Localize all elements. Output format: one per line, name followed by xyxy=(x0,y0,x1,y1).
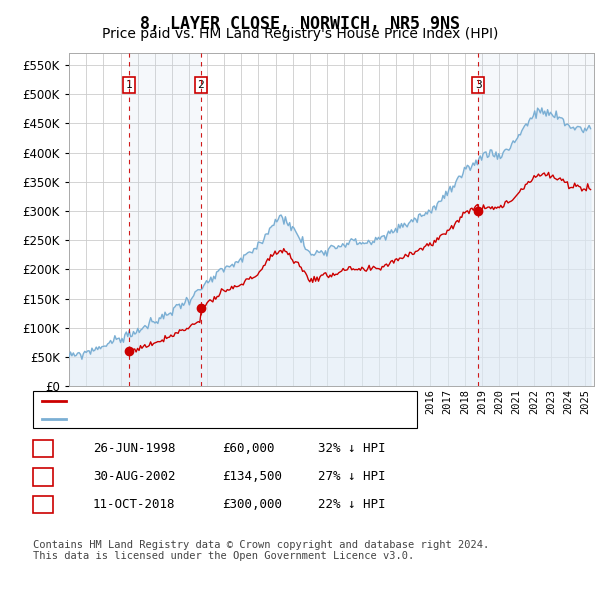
Text: 2: 2 xyxy=(197,80,204,90)
Text: 32% ↓ HPI: 32% ↓ HPI xyxy=(318,442,386,455)
Text: 8, LAYER CLOSE, NORWICH, NR5 9NS (detached house): 8, LAYER CLOSE, NORWICH, NR5 9NS (detach… xyxy=(70,396,401,407)
Text: 8, LAYER CLOSE, NORWICH, NR5 9NS: 8, LAYER CLOSE, NORWICH, NR5 9NS xyxy=(140,15,460,33)
Text: 3: 3 xyxy=(39,498,47,511)
Text: Contains HM Land Registry data © Crown copyright and database right 2024.
This d: Contains HM Land Registry data © Crown c… xyxy=(33,540,489,562)
Text: 3: 3 xyxy=(475,80,482,90)
Text: 1: 1 xyxy=(125,80,132,90)
Text: £134,500: £134,500 xyxy=(222,470,282,483)
Text: HPI: Average price, detached house, Norwich: HPI: Average price, detached house, Norw… xyxy=(70,414,361,424)
Text: 27% ↓ HPI: 27% ↓ HPI xyxy=(318,470,386,483)
Bar xyxy=(478,53,594,386)
Text: 22% ↓ HPI: 22% ↓ HPI xyxy=(318,498,386,511)
Text: 2: 2 xyxy=(39,470,47,483)
Bar xyxy=(129,53,201,386)
Text: 30-AUG-2002: 30-AUG-2002 xyxy=(93,470,176,483)
Text: 1: 1 xyxy=(39,442,47,455)
Text: 11-OCT-2018: 11-OCT-2018 xyxy=(93,498,176,511)
Text: £60,000: £60,000 xyxy=(222,442,275,455)
Text: £300,000: £300,000 xyxy=(222,498,282,511)
Text: 26-JUN-1998: 26-JUN-1998 xyxy=(93,442,176,455)
Text: Price paid vs. HM Land Registry's House Price Index (HPI): Price paid vs. HM Land Registry's House … xyxy=(102,27,498,41)
